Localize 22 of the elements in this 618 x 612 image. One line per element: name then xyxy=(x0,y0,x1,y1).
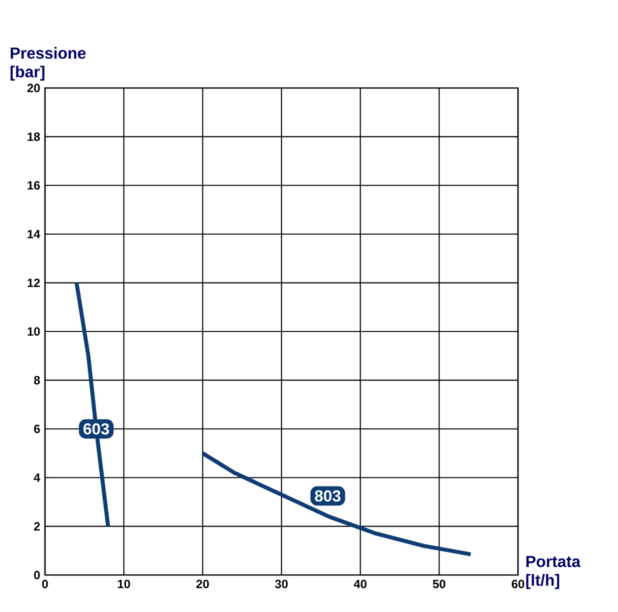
y-tick-label: 6 xyxy=(34,424,40,434)
x-tick-label: 0 xyxy=(42,580,48,588)
y-tick-label: 20 xyxy=(27,84,40,92)
y-axis-title: Pressione [bar] xyxy=(10,47,86,81)
y-tick-label: 0 xyxy=(34,570,40,580)
y-tick-label: 10 xyxy=(28,327,40,336)
x-axis-title: Portata [lt/h] xyxy=(526,556,581,589)
y-tick-label: 8 xyxy=(34,376,40,384)
line-series xyxy=(200,451,473,556)
y-tick-label: 2 xyxy=(34,522,40,530)
x-tick-label: 40 xyxy=(354,580,367,588)
y-tick-label: 12 xyxy=(28,278,40,287)
x-tick-label: 20 xyxy=(196,580,209,588)
y-tick-label: 18 xyxy=(28,132,40,141)
y-tick-label: 4 xyxy=(34,473,40,482)
series-label: 803 xyxy=(314,490,341,502)
x-tick-label: 30 xyxy=(275,580,288,588)
x-tick-label: 10 xyxy=(118,580,130,588)
y-tick-label: 16 xyxy=(28,181,40,190)
y-tick-label: 14 xyxy=(28,230,40,238)
x-tick-label: 50 xyxy=(432,580,446,588)
x-tick-label: 60 xyxy=(512,580,524,588)
